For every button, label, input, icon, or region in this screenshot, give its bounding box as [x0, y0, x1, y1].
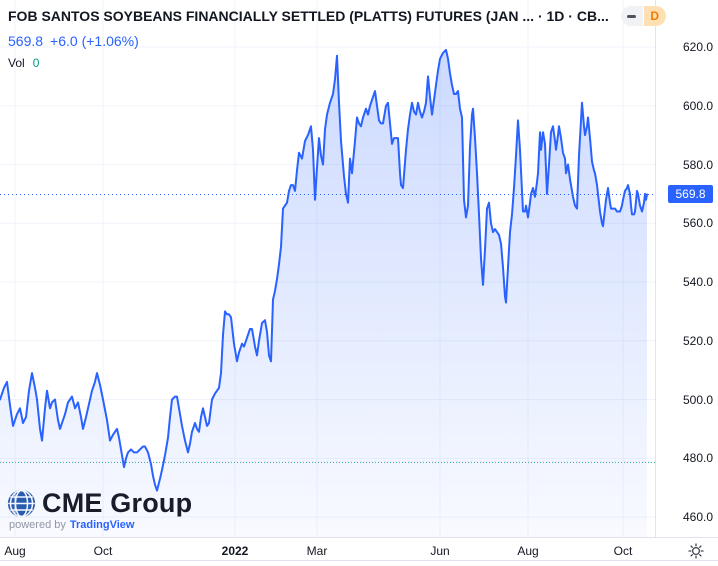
- volume-value: 0: [32, 56, 40, 70]
- price-tick-label: 620.0: [682, 40, 713, 54]
- price-tick-label: 560.0: [682, 216, 713, 231]
- time-tick-label: Oct: [93, 544, 113, 558]
- time-tick-label: Jun: [430, 544, 450, 558]
- price-tick-label: 540.0: [682, 275, 713, 289]
- time-axis[interactable]: Aug Oct 2022 Mar Jun Aug Oct: [0, 537, 718, 566]
- price-tick-label: 580.0: [682, 157, 713, 172]
- price-tick-label: 500.0: [682, 392, 713, 407]
- time-tick-label: Mar: [306, 544, 328, 558]
- price-tick-label: 480.0: [682, 451, 713, 466]
- time-tick-label: 2022: [221, 544, 249, 558]
- dash-icon: [627, 14, 637, 18]
- time-tick-label: Oct: [613, 544, 633, 558]
- price-tick-label: 600.0: [682, 98, 713, 113]
- interval-collapse-segment[interactable]: [620, 6, 643, 26]
- volume-label: Vol: [8, 56, 25, 70]
- legend: FOB SANTOS SOYBEANS FINANCIALLY SETTLED …: [8, 6, 666, 70]
- last-price: 569.8: [8, 33, 44, 49]
- interval-pill[interactable]: D: [620, 6, 666, 26]
- bottom-divider: [0, 560, 718, 561]
- settings-gear-icon[interactable]: [688, 543, 704, 559]
- time-tick-label: Aug: [4, 544, 26, 558]
- price-change: +6.0 (+1.06%): [50, 33, 139, 49]
- time-tick-label: Aug: [517, 544, 539, 558]
- interval-badge[interactable]: D: [643, 6, 666, 26]
- price-tick-label: 520.0: [682, 333, 713, 348]
- symbol-title[interactable]: FOB SANTOS SOYBEANS FINANCIALLY SETTLED …: [8, 8, 609, 24]
- price-axis[interactable]: 569.8 620.0 600.0 580.0 560.0 540.0 520.0 500.…: [655, 0, 718, 537]
- price-tick-label: 460.0: [682, 510, 713, 524]
- current-price-badge: 569.8: [668, 185, 713, 204]
